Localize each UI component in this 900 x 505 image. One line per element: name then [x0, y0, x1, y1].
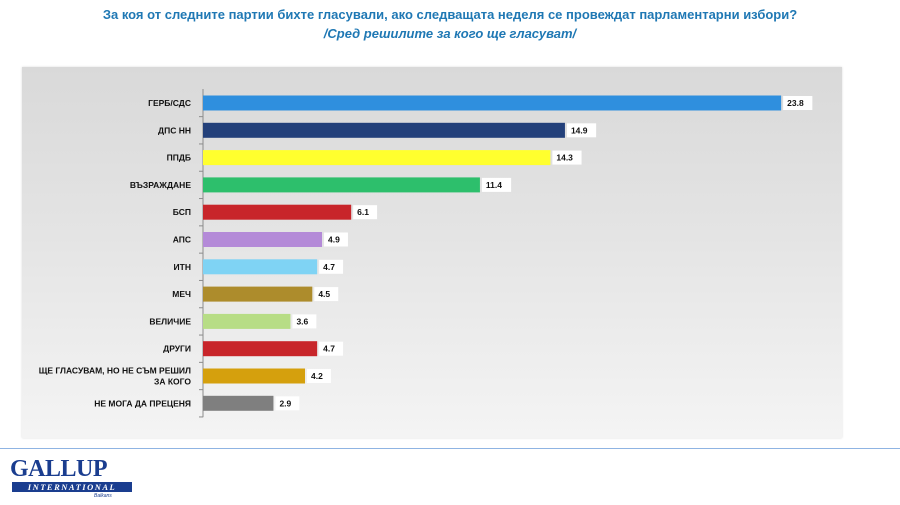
data-label-box: [275, 396, 300, 411]
data-label: 23.8: [787, 98, 804, 108]
data-label: 14.3: [556, 153, 573, 163]
bar-chart: ГЕРБ/СДС 23.8 ДПС НН 14.9 ППДБ 14.3 ВЪЗРАЖДАНЕ…: [39, 89, 813, 418]
data-label-box: [481, 177, 512, 192]
plot-panel: ГЕРБ/СДС 23.8 ДПС НН 14.9 ППДБ 14.3 ВЪЗРАЖДАНЕ…: [22, 67, 842, 438]
category-label: ЩЕ ГЛАСУВАМ, НО НЕ СЪМ РЕШИЛ ЗА КОГО: [39, 366, 192, 387]
data-label: 4.9: [328, 235, 340, 245]
chart-subtitle: /Сред решилите за кого ще гласуват/: [323, 26, 577, 41]
data-label-box: [324, 232, 348, 247]
data-label-box: [319, 259, 344, 274]
data-label: 2.9: [279, 398, 291, 408]
chart-title: За коя от следните партии бихте гласувал…: [102, 7, 798, 22]
category-label: БСП: [173, 207, 191, 217]
category-label: ВЕЛИЧИЕ: [149, 316, 191, 326]
footer-divider: [0, 448, 900, 449]
category-label: ВЪЗРАЖДАНЕ: [130, 180, 192, 190]
bar: [203, 95, 782, 111]
category-label: МЕЧ: [172, 289, 191, 299]
data-label: 6.1: [357, 207, 369, 217]
data-label-box: [292, 314, 317, 329]
bar: [203, 259, 318, 275]
category-label: ППДБ: [167, 153, 191, 163]
bar: [203, 313, 291, 329]
data-label-box: [353, 205, 378, 220]
bar: [203, 232, 323, 247]
category-label: ИТН: [174, 262, 191, 272]
logo-band: INTERNATIONAL: [12, 482, 132, 492]
data-label-box: [783, 96, 813, 110]
category-label: АПС: [173, 235, 191, 245]
bar: [203, 122, 565, 138]
data-label: 4.5: [318, 289, 330, 299]
bar: [203, 286, 313, 302]
data-label-box: [314, 287, 339, 302]
data-label: 14.9: [571, 125, 588, 135]
data-label-box: [566, 123, 597, 138]
category-label: ГЕРБ/СДС: [148, 98, 191, 108]
bar: [203, 204, 352, 220]
category-label: ДПС НН: [158, 125, 191, 135]
gallup-international-logo: GALLUP INTERNATIONAL Balkans: [8, 456, 138, 502]
bar: [203, 150, 551, 166]
data-label: 3.6: [296, 316, 308, 326]
bar: [203, 368, 306, 384]
bar: [203, 341, 318, 357]
logo-subtext: Balkans: [94, 493, 112, 499]
bar: [203, 177, 480, 193]
data-label: 4.7: [323, 344, 335, 354]
category-label: НЕ МОГА ДА ПРЕЦЕНЯ: [94, 398, 191, 408]
bar: [203, 395, 274, 411]
category-label: ДРУГИ: [163, 344, 191, 354]
data-label-box: [307, 369, 331, 383]
data-label-box: [319, 341, 344, 356]
data-label: 4.2: [311, 371, 323, 381]
data-label: 11.4: [486, 180, 502, 190]
logo-wordmark: GALLUP: [10, 456, 108, 482]
data-label: 4.7: [323, 262, 335, 272]
data-label-box: [552, 150, 582, 165]
